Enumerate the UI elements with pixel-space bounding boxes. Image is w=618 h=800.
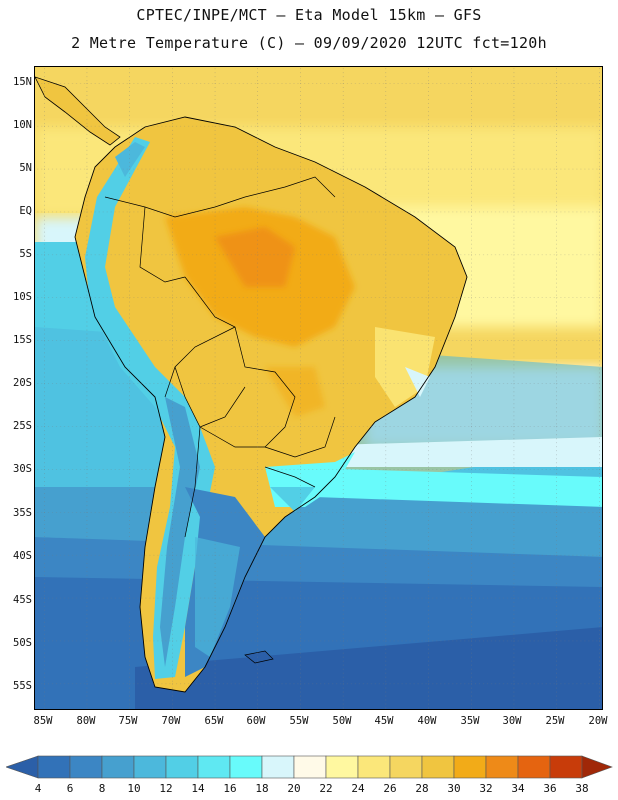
- colorbar-swatch: [389, 755, 423, 779]
- colorbar-label: 8: [98, 782, 106, 795]
- lat-label: 5N: [19, 162, 32, 174]
- colorbar-swatch: [133, 755, 167, 779]
- colorbar-label: 14: [191, 782, 205, 795]
- lon-label: 80W: [76, 715, 96, 727]
- colorbar-label: 36: [543, 782, 557, 795]
- colorbar-swatch: [517, 755, 551, 779]
- lon-label: 55W: [289, 715, 309, 727]
- colorbar-swatch: [325, 755, 359, 779]
- colorbar-swatch: [453, 755, 487, 779]
- colorbar-label: 34: [511, 782, 525, 795]
- title-line-2: 2 Metre Temperature (C) – 09/09/2020 12U…: [71, 34, 547, 52]
- temperature-map: [34, 66, 603, 710]
- lon-label: 20W: [588, 715, 608, 727]
- colorbar-arrow-high: [581, 755, 613, 779]
- colorbar-label: 10: [127, 782, 141, 795]
- lat-label: 40S: [13, 550, 32, 562]
- lon-label: 45W: [374, 715, 394, 727]
- colorbar-label: 30: [447, 782, 461, 795]
- temperature-colorbar: [6, 755, 613, 779]
- colorbar-swatch: [69, 755, 103, 779]
- colorbar-label: 16: [223, 782, 237, 795]
- colorbar-label: 6: [66, 782, 74, 795]
- lat-label: 50S: [13, 637, 32, 649]
- lon-label: 75W: [118, 715, 138, 727]
- colorbar-label: 28: [415, 782, 429, 795]
- lat-label: 10N: [13, 119, 32, 131]
- colorbar-label: 12: [159, 782, 173, 795]
- lat-label: 15N: [13, 76, 32, 88]
- colorbar-swatch: [485, 755, 519, 779]
- lat-label: 10S: [13, 291, 32, 303]
- map-canvas: [35, 67, 602, 709]
- lon-label: 35W: [460, 715, 480, 727]
- colorbar-swatch: [101, 755, 135, 779]
- lat-label: 25S: [13, 420, 32, 432]
- lon-label: 85W: [33, 715, 53, 727]
- graticule: [35, 67, 602, 709]
- lat-label: EQ: [19, 205, 32, 217]
- colorbar-swatch: [261, 755, 295, 779]
- colorbar-label: 4: [34, 782, 42, 795]
- colorbar-swatch: [37, 755, 71, 779]
- colorbar-arrow-low: [6, 755, 39, 779]
- colorbar-swatch: [421, 755, 455, 779]
- colorbar-label: 38: [575, 782, 589, 795]
- colorbar-label: 18: [255, 782, 269, 795]
- colorbar-swatch: [293, 755, 327, 779]
- lon-label: 65W: [204, 715, 224, 727]
- lon-label: 30W: [502, 715, 522, 727]
- lat-label: 20S: [13, 377, 32, 389]
- lat-label: 30S: [13, 463, 32, 475]
- lon-label: 40W: [417, 715, 437, 727]
- lat-label: 5S: [19, 248, 32, 260]
- lat-label: 15S: [13, 334, 32, 346]
- lon-label: 70W: [161, 715, 181, 727]
- colorbar-label: 24: [351, 782, 365, 795]
- lon-label: 25W: [545, 715, 565, 727]
- colorbar-label: 32: [479, 782, 493, 795]
- colorbar-swatch: [229, 755, 263, 779]
- colorbar-swatch: [549, 755, 583, 779]
- colorbar-label: 26: [383, 782, 397, 795]
- colorbar-swatch: [197, 755, 231, 779]
- lon-label: 60W: [246, 715, 266, 727]
- colorbar-label: 20: [287, 782, 301, 795]
- colorbar-label: 22: [319, 782, 333, 795]
- colorbar-swatch: [357, 755, 391, 779]
- lat-label: 45S: [13, 594, 32, 606]
- title-line-1: CPTEC/INPE/MCT – Eta Model 15km – GFS: [136, 6, 482, 24]
- lat-label: 55S: [13, 680, 32, 692]
- lat-label: 35S: [13, 507, 32, 519]
- colorbar-swatch: [165, 755, 199, 779]
- lon-label: 50W: [332, 715, 352, 727]
